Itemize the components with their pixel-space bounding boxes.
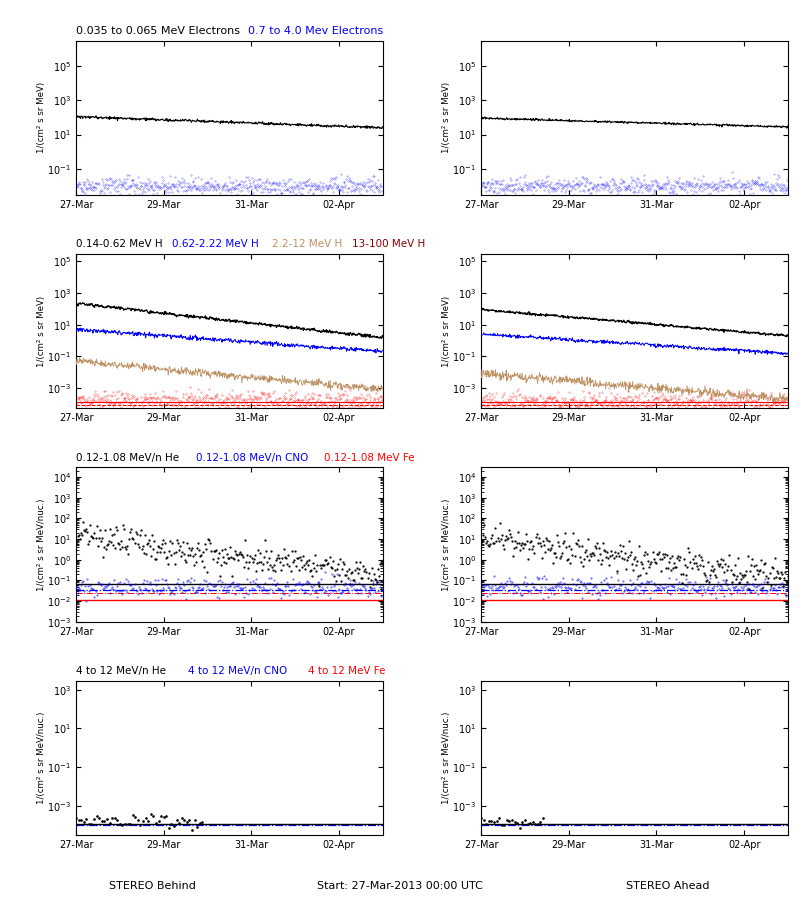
Y-axis label: 1/(cm² s sr MeV/nuc.): 1/(cm² s sr MeV/nuc.): [442, 499, 451, 590]
Y-axis label: 1/(cm² s sr MeV/nuc.): 1/(cm² s sr MeV/nuc.): [442, 712, 451, 804]
Text: STEREO Behind: STEREO Behind: [109, 881, 195, 891]
Text: 2.2-12 MeV H: 2.2-12 MeV H: [272, 239, 342, 249]
Text: STEREO Ahead: STEREO Ahead: [626, 881, 710, 891]
Text: Start: 27-Mar-2013 00:00 UTC: Start: 27-Mar-2013 00:00 UTC: [317, 881, 483, 891]
Y-axis label: 1/(cm² s sr MeV): 1/(cm² s sr MeV): [37, 295, 46, 366]
Text: 0.12-1.08 MeV/n CNO: 0.12-1.08 MeV/n CNO: [196, 453, 308, 463]
Text: 0.7 to 4.0 Mev Electrons: 0.7 to 4.0 Mev Electrons: [248, 26, 383, 36]
Text: 0.12-1.08 MeV Fe: 0.12-1.08 MeV Fe: [324, 453, 414, 463]
Text: 4 to 12 MeV Fe: 4 to 12 MeV Fe: [308, 666, 386, 676]
Text: 0.12-1.08 MeV/n He: 0.12-1.08 MeV/n He: [76, 453, 179, 463]
Y-axis label: 1/(cm² s sr MeV/nuc.): 1/(cm² s sr MeV/nuc.): [37, 499, 46, 590]
Text: 4 to 12 MeV/n CNO: 4 to 12 MeV/n CNO: [188, 666, 287, 676]
Y-axis label: 1/(cm² s sr MeV/nuc.): 1/(cm² s sr MeV/nuc.): [37, 712, 46, 804]
Text: 0.62-2.22 MeV H: 0.62-2.22 MeV H: [172, 239, 258, 249]
Text: 13-100 MeV H: 13-100 MeV H: [352, 239, 426, 249]
Text: 0.035 to 0.065 MeV Electrons: 0.035 to 0.065 MeV Electrons: [76, 26, 240, 36]
Y-axis label: 1/(cm² s sr MeV): 1/(cm² s sr MeV): [442, 82, 451, 153]
Y-axis label: 1/(cm² s sr MeV): 1/(cm² s sr MeV): [37, 82, 46, 153]
Y-axis label: 1/(cm² s sr MeV): 1/(cm² s sr MeV): [442, 295, 451, 366]
Text: 0.14-0.62 MeV H: 0.14-0.62 MeV H: [76, 239, 162, 249]
Text: 4 to 12 MeV/n He: 4 to 12 MeV/n He: [76, 666, 166, 676]
